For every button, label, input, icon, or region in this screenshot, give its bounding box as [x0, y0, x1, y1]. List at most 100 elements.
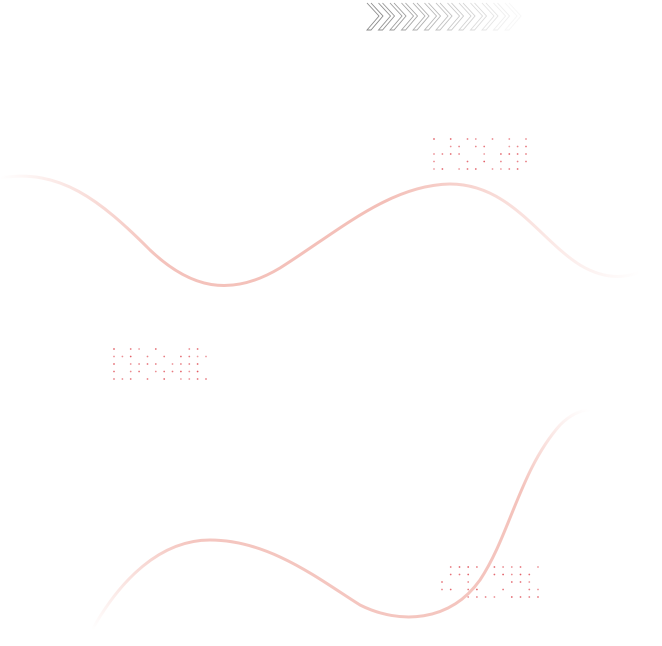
dot [474, 168, 477, 170]
dot [113, 370, 115, 373]
dot [483, 153, 486, 155]
dot [510, 566, 513, 568]
dot [458, 153, 460, 155]
dot [476, 596, 478, 598]
dot [441, 581, 443, 583]
dot [467, 581, 470, 583]
dot [516, 153, 519, 155]
dot [196, 378, 199, 380]
dot [154, 370, 157, 373]
chevron-icon [504, 2, 522, 31]
dot [113, 348, 115, 350]
dot [458, 145, 460, 148]
dot [163, 355, 166, 358]
dot [205, 355, 207, 358]
dot [458, 573, 461, 576]
dot [163, 370, 166, 373]
dot [528, 573, 531, 576]
dot [502, 573, 504, 576]
dot [467, 588, 470, 591]
dot [508, 138, 511, 140]
wave-line-top [0, 174, 642, 288]
dot [188, 370, 191, 373]
dot [180, 363, 182, 365]
dot [483, 160, 486, 163]
chevron-icon [435, 2, 453, 31]
dot [508, 153, 511, 155]
dot [121, 378, 124, 380]
dot [537, 566, 539, 568]
dot [528, 588, 531, 591]
dot [510, 596, 513, 598]
dot [196, 363, 199, 365]
dot [474, 145, 477, 148]
dot [508, 168, 511, 170]
dot [196, 370, 199, 373]
dot [163, 378, 166, 380]
dot [476, 566, 478, 568]
dot [129, 363, 132, 365]
dot [502, 566, 504, 568]
dot [196, 348, 199, 350]
dot [493, 566, 496, 568]
dot [433, 160, 435, 163]
dot [510, 573, 513, 576]
dot [188, 355, 191, 358]
dot-grid-bottom [441, 566, 539, 598]
chevron-icon [366, 2, 384, 31]
dot [154, 348, 157, 350]
dot-grid-middle [113, 348, 207, 380]
dot [146, 355, 149, 358]
dot [467, 596, 470, 598]
dot [205, 378, 207, 380]
dot [516, 160, 519, 163]
dot [466, 168, 469, 170]
dot [467, 566, 470, 568]
dot [537, 596, 539, 598]
dot [188, 378, 191, 380]
dot [502, 588, 504, 591]
dot [138, 370, 140, 373]
dot [441, 153, 444, 155]
dot [449, 573, 452, 576]
dot [113, 363, 115, 365]
dot [484, 596, 487, 598]
dot [449, 566, 452, 568]
dot [491, 168, 494, 170]
dot [525, 145, 527, 148]
dot [129, 348, 132, 350]
chevron-icon [389, 2, 407, 31]
chevron-icon [423, 2, 442, 31]
chevron-icon [446, 2, 465, 31]
dot [500, 160, 502, 163]
chevron-icon [377, 2, 396, 31]
dot [525, 138, 527, 140]
dot [441, 588, 443, 591]
dot [467, 573, 470, 576]
dot [510, 581, 513, 583]
dot-grid-top [433, 138, 527, 170]
dot [113, 355, 115, 358]
dot [519, 581, 522, 583]
dot [129, 378, 132, 380]
wave-line-bottom [90, 408, 592, 632]
chevron-icon [400, 2, 419, 31]
chevron-icon [412, 2, 430, 31]
dot [519, 573, 522, 576]
dot [441, 168, 444, 170]
dot [138, 363, 140, 365]
dot [171, 363, 174, 365]
dot [146, 363, 149, 365]
dot [516, 145, 519, 148]
dot [528, 581, 531, 583]
dot [458, 168, 460, 170]
dot [519, 596, 522, 598]
dot [476, 588, 478, 591]
dot [519, 566, 522, 568]
chevron-icon [492, 2, 511, 31]
dot [180, 355, 182, 358]
dot [449, 588, 452, 591]
chevron-icon [481, 2, 499, 31]
dot [466, 160, 469, 163]
